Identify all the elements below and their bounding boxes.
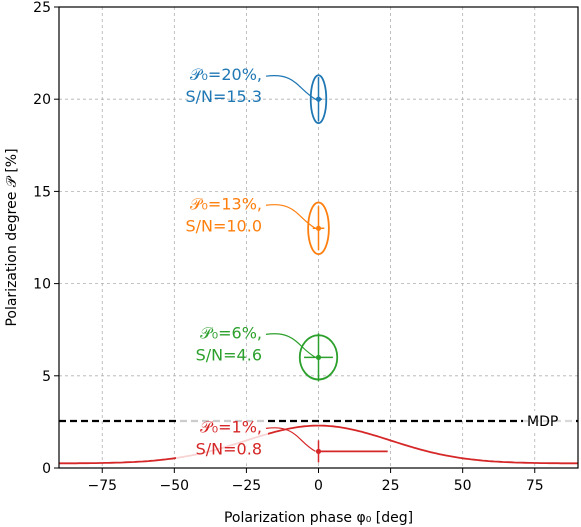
y-tick-label: 0 — [42, 461, 51, 477]
annotation-line1: 𝒫₀=13%, — [190, 194, 262, 213]
annotation-20: 𝒫₀=20%, S/N=15.3 — [185, 65, 316, 106]
distribution-curve — [59, 424, 578, 465]
y-tick-label: 5 — [42, 369, 51, 385]
x-tick-label: −75 — [87, 478, 117, 494]
series-20 — [309, 74, 328, 125]
annotation-13: 𝒫₀=13%, S/N=10.0 — [185, 194, 316, 235]
y-axis-label: Polarization degree 𝒫 [%] — [4, 148, 20, 326]
x-tick-label: −25 — [232, 478, 262, 494]
series-6 — [298, 333, 339, 382]
x-tick-label: 50 — [454, 478, 472, 494]
x-axis-label: Polarization phase φ₀ [deg] — [224, 510, 413, 526]
annotation-line2: S/N=10.0 — [185, 216, 262, 235]
annotation-bg — [176, 415, 268, 464]
annotation-6: 𝒫₀=6%, S/N=4.6 — [196, 323, 316, 364]
x-tick-label: −50 — [160, 478, 190, 494]
annotation-arrow — [265, 204, 316, 229]
annotation-line2: S/N=4.6 — [196, 345, 262, 364]
mdp-label: MDP — [527, 414, 558, 430]
annotation-line1: 𝒫₀=6%, — [200, 323, 262, 342]
ticks: −75 −50 −25 0 25 50 75 0 5 10 15 20 25 — [33, 0, 543, 494]
y-tick-label: 20 — [33, 92, 51, 108]
annotation-arrow — [265, 427, 316, 452]
annotation-line1: 𝒫₀=1%, — [200, 417, 262, 436]
mdp-label-bg — [523, 410, 573, 430]
y-tick-label: 25 — [33, 0, 51, 16]
series-1 — [59, 424, 578, 465]
annotation-1: 𝒫₀=1%, S/N=0.8 — [176, 415, 316, 464]
data-point — [315, 225, 322, 231]
annotations: 𝒫₀=20%, S/N=15.3 𝒫₀=13%, S/N=10.0 𝒫₀=6%, S/N=… — [176, 65, 316, 464]
annotation-line2: S/N=15.3 — [185, 87, 262, 106]
annotation-line1: 𝒫₀=20%, — [190, 65, 262, 84]
x-tick-label: 75 — [526, 478, 544, 494]
confidence-ellipse — [307, 201, 330, 255]
y-tick-label: 15 — [33, 184, 51, 200]
series-13 — [307, 201, 330, 255]
x-tick-label: 0 — [314, 478, 323, 494]
series-layer — [59, 74, 578, 465]
annotation-arrow — [265, 75, 316, 100]
mdp-line-group: MDP — [59, 410, 578, 430]
x-tick-label: 25 — [382, 478, 400, 494]
annotation-arrow — [265, 333, 316, 358]
data-point — [315, 354, 322, 360]
y-tick-label: 10 — [33, 277, 51, 293]
annotation-line2: S/N=0.8 — [196, 439, 262, 458]
data-point — [315, 96, 322, 102]
data-point — [315, 448, 322, 455]
confidence-ellipse — [309, 74, 328, 125]
